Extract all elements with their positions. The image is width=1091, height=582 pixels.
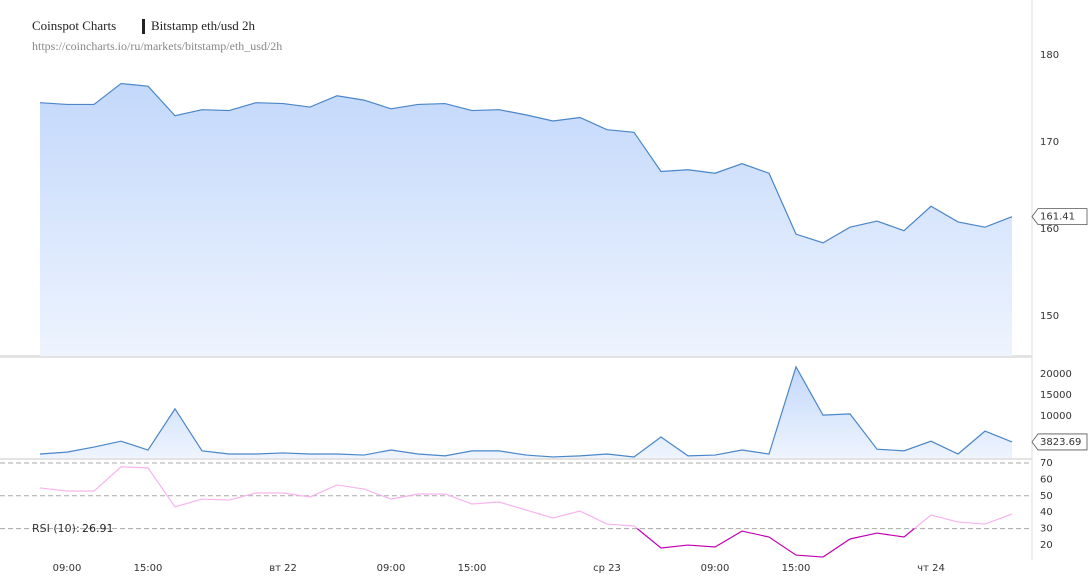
y-tick-label: 180 (1040, 50, 1059, 61)
rsi-title: RSI (10): (32, 522, 80, 535)
y-tick-label: 20 (1040, 540, 1053, 551)
title-bar (142, 19, 145, 34)
x-tick-label: ср 23 (593, 563, 621, 574)
y-tick-label: 150 (1040, 311, 1059, 322)
y-tick-label: 20000 (1040, 369, 1072, 380)
x-tick-label: чт 24 (917, 563, 945, 574)
line (39, 365, 1013, 458)
last-value: 3823.69 (1040, 437, 1081, 448)
line (39, 82, 1013, 244)
title: Coinspot Charts (32, 18, 116, 33)
x-tick-label: 15:00 (458, 563, 487, 574)
value-box (1031, 433, 1088, 451)
x-tick-label: 09:00 (377, 563, 406, 574)
x-tick-label: 15:00 (134, 563, 163, 574)
separator (0, 458, 1032, 460)
last-value: 161.41 (1040, 212, 1075, 223)
separator (0, 355, 1032, 358)
url: https://coincharts.io/ru/markets/bitstam… (32, 39, 282, 53)
y-tick-label: 30 (1040, 524, 1053, 535)
x-tick-label: 09:00 (53, 563, 82, 574)
x-tick-label: вт 22 (269, 563, 297, 574)
area-fill (40, 83, 1012, 356)
y-tick-label: 50 (1040, 491, 1053, 502)
rsi-current: 26.91 (82, 522, 114, 535)
x-tick-label: 15:00 (782, 563, 811, 574)
y-tick-label: 60 (1040, 474, 1053, 485)
market: Bitstamp eth/usd 2h (151, 18, 256, 33)
y-tick-label: 70 (1040, 458, 1053, 469)
y-tick-label: 170 (1040, 137, 1059, 148)
y-tick-label: 160 (1040, 224, 1059, 235)
area-fill (40, 366, 1012, 458)
x-tick-label: 09:00 (701, 563, 730, 574)
y-tick-label: 15000 (1040, 390, 1072, 401)
y-tick-label: 10000 (1040, 411, 1072, 422)
value-box (1031, 208, 1088, 226)
y-tick-label: 40 (1040, 507, 1053, 518)
rsi-line (39, 466, 1013, 558)
